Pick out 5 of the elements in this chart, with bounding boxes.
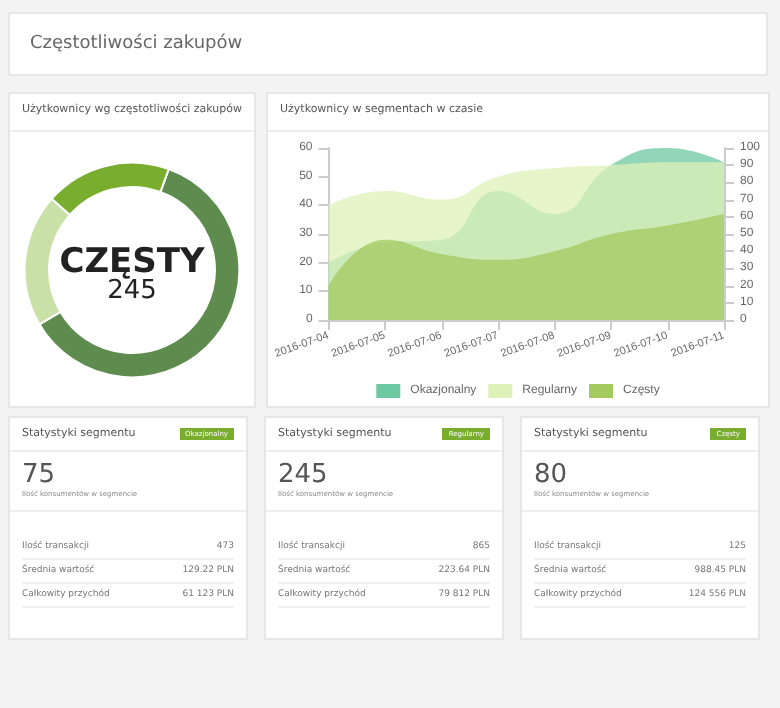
text: 75 <box>22 460 58 490</box>
text: Częstotliwości zakupów <box>30 34 243 54</box>
text: 80 <box>534 460 570 490</box>
text: 245 <box>278 460 330 490</box>
text: 245 <box>107 276 157 307</box>
